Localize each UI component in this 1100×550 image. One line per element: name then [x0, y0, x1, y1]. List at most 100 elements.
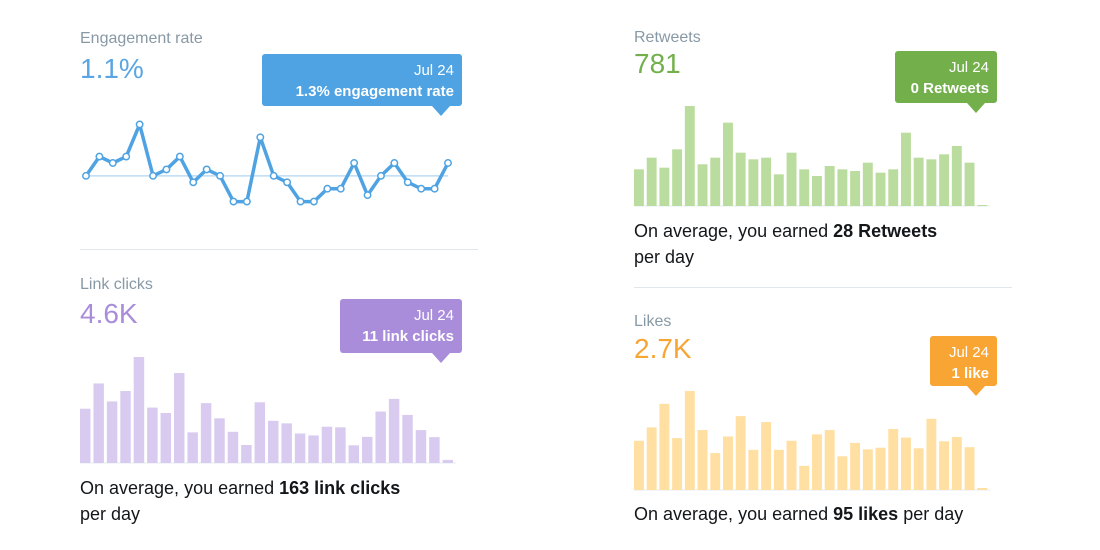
bar[interactable]: [735, 416, 746, 490]
bar[interactable]: [646, 157, 657, 206]
bar[interactable]: [187, 432, 198, 463]
bar[interactable]: [348, 445, 360, 463]
bar[interactable]: [697, 164, 708, 206]
bar[interactable]: [402, 414, 413, 463]
bar[interactable]: [634, 169, 644, 206]
bar[interactable]: [362, 436, 373, 463]
bar[interactable]: [321, 426, 333, 463]
bar[interactable]: [723, 122, 733, 206]
engagement-line-chart[interactable]: [82, 118, 452, 208]
bar[interactable]: [799, 465, 810, 490]
bar[interactable]: [227, 431, 239, 463]
bar[interactable]: [281, 423, 292, 463]
bar[interactable]: [977, 488, 988, 490]
data-point[interactable]: [403, 178, 412, 187]
data-point[interactable]: [162, 165, 171, 174]
bar[interactable]: [684, 106, 695, 206]
bar[interactable]: [850, 442, 861, 490]
bar[interactable]: [913, 157, 924, 206]
bar[interactable]: [646, 427, 657, 490]
bar[interactable]: [672, 438, 683, 490]
bar[interactable]: [294, 433, 306, 463]
bar[interactable]: [375, 411, 386, 463]
data-point[interactable]: [216, 171, 225, 180]
bar[interactable]: [308, 435, 319, 463]
data-point[interactable]: [323, 184, 332, 193]
data-point[interactable]: [444, 159, 452, 167]
bar[interactable]: [786, 152, 797, 206]
bar[interactable]: [812, 434, 822, 490]
bar[interactable]: [684, 391, 695, 490]
bar[interactable]: [735, 152, 746, 206]
bar[interactable]: [761, 157, 772, 206]
bar[interactable]: [901, 437, 911, 490]
bar[interactable]: [837, 169, 848, 206]
bar[interactable]: [888, 428, 899, 490]
bar[interactable]: [268, 420, 279, 463]
bar[interactable]: [106, 401, 118, 463]
bar[interactable]: [862, 449, 873, 490]
bar[interactable]: [160, 412, 172, 463]
bar[interactable]: [824, 166, 835, 206]
bar[interactable]: [174, 373, 185, 463]
bar[interactable]: [147, 407, 158, 463]
bar[interactable]: [964, 447, 975, 490]
data-point[interactable]: [377, 171, 385, 180]
bar[interactable]: [415, 430, 427, 463]
retweets-bar-chart[interactable]: [634, 104, 990, 207]
bar[interactable]: [951, 437, 962, 490]
bar[interactable]: [634, 440, 644, 490]
bar[interactable]: [824, 430, 835, 490]
data-point[interactable]: [108, 159, 117, 167]
bar[interactable]: [977, 205, 988, 206]
data-point[interactable]: [202, 165, 211, 174]
bar[interactable]: [697, 430, 708, 490]
bar[interactable]: [672, 149, 683, 206]
bar[interactable]: [875, 447, 886, 490]
bar[interactable]: [241, 445, 252, 463]
bar[interactable]: [875, 172, 886, 206]
bar[interactable]: [951, 146, 962, 206]
data-point[interactable]: [363, 191, 372, 200]
data-point[interactable]: [350, 159, 359, 167]
data-point[interactable]: [390, 159, 399, 167]
data-point[interactable]: [283, 178, 292, 187]
bar[interactable]: [913, 448, 924, 490]
data-point[interactable]: [175, 152, 184, 161]
data-point[interactable]: [336, 184, 345, 193]
data-point[interactable]: [229, 197, 238, 206]
bar[interactable]: [120, 391, 131, 463]
data-point[interactable]: [256, 133, 265, 142]
bar[interactable]: [254, 402, 266, 463]
bar[interactable]: [200, 403, 212, 463]
bar[interactable]: [214, 418, 225, 463]
bar[interactable]: [659, 403, 670, 490]
bar[interactable]: [964, 162, 975, 206]
bar[interactable]: [799, 169, 810, 206]
bar[interactable]: [939, 154, 950, 206]
bar[interactable]: [901, 132, 911, 206]
data-point[interactable]: [82, 171, 90, 180]
bar[interactable]: [926, 159, 937, 206]
data-point[interactable]: [189, 178, 198, 187]
bar[interactable]: [761, 422, 772, 490]
bar[interactable]: [748, 159, 759, 206]
bar[interactable]: [710, 453, 721, 490]
bar[interactable]: [429, 437, 440, 463]
bar[interactable]: [93, 383, 104, 463]
data-point[interactable]: [269, 171, 278, 180]
bar[interactable]: [659, 167, 670, 206]
bar[interactable]: [723, 436, 733, 490]
data-point[interactable]: [309, 197, 318, 206]
data-point[interactable]: [95, 152, 104, 161]
bar[interactable]: [786, 440, 797, 490]
data-point[interactable]: [242, 197, 251, 206]
bar[interactable]: [133, 357, 145, 463]
bar[interactable]: [939, 441, 950, 490]
bar[interactable]: [80, 408, 91, 463]
bar[interactable]: [926, 418, 937, 490]
bar[interactable]: [388, 398, 400, 463]
data-point[interactable]: [135, 120, 144, 129]
bar[interactable]: [335, 427, 346, 463]
bar[interactable]: [748, 449, 759, 490]
